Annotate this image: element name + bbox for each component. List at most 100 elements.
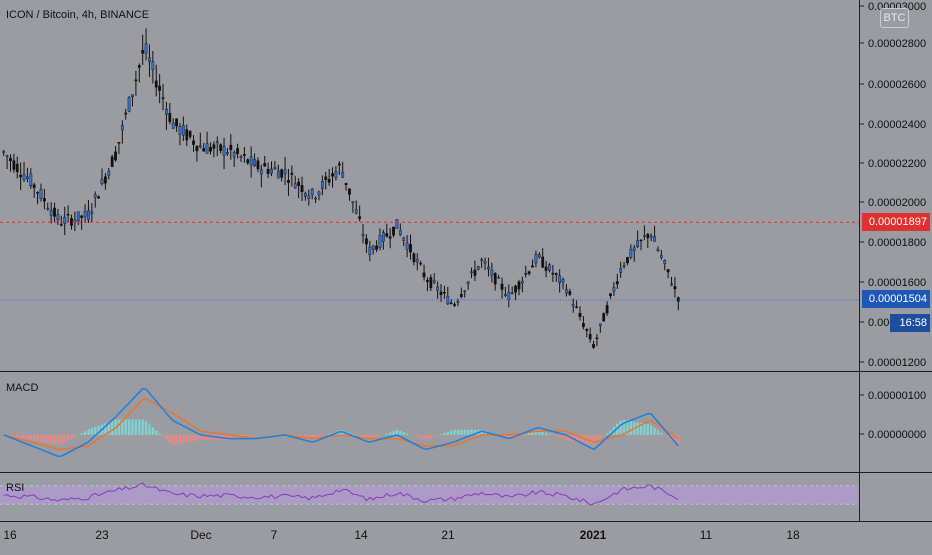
candle-body [371, 245, 375, 250]
candle-body [568, 291, 572, 295]
candle-body [195, 145, 199, 152]
candle-body [327, 179, 331, 183]
candle-body [154, 80, 158, 88]
candle-body [239, 156, 243, 158]
candle-body [22, 174, 26, 180]
candle-body [636, 240, 640, 248]
candle-body [90, 211, 94, 214]
candle-body [117, 141, 121, 144]
candle-body [378, 235, 382, 248]
candle-body [554, 273, 558, 275]
candle-body [588, 334, 592, 340]
candle-body [381, 232, 385, 242]
candle-body [487, 266, 490, 270]
candle-body [131, 94, 134, 98]
candle-body [615, 281, 619, 285]
candle-body [337, 163, 341, 166]
candle-body [483, 261, 487, 264]
candle-body [93, 194, 97, 198]
candle-body [53, 207, 56, 217]
candle-body [419, 262, 423, 265]
candle-body [348, 188, 351, 195]
candle-body [507, 291, 511, 300]
candle-body [36, 192, 39, 194]
candle-body [127, 97, 131, 112]
candle-body [19, 174, 23, 178]
candle-body [46, 208, 50, 210]
macd-line [3, 387, 679, 457]
rsi-line [3, 482, 679, 506]
candle-body [480, 259, 484, 261]
candle-body [571, 304, 575, 307]
candle-body [215, 141, 219, 143]
bar-countdown-tag: 16:58 [890, 314, 930, 332]
candle-body [385, 233, 389, 237]
candle-body [137, 65, 141, 68]
candle-body [304, 193, 307, 197]
candle-body [544, 266, 548, 271]
candle-body [314, 197, 317, 200]
candle-body [592, 344, 595, 348]
candle-body [134, 79, 138, 82]
candle-body [39, 189, 43, 199]
macd-axis-label: 0.00000000 [868, 429, 926, 441]
time-axis-label: 14 [354, 528, 368, 542]
price-axis-label: 0.00002000 [868, 197, 926, 209]
candle-body [453, 304, 456, 306]
candle-body [104, 176, 107, 184]
currency-unit-button[interactable]: BTC [880, 8, 909, 28]
price-axis-label: 0.00001800 [868, 237, 926, 249]
candle-body [575, 306, 578, 309]
candle-body [59, 224, 63, 226]
candle-body [436, 286, 440, 291]
candle-body [232, 152, 236, 158]
candle-body [531, 265, 534, 268]
candle-body [246, 159, 250, 164]
candle-body [500, 283, 504, 290]
candle-body [656, 248, 660, 251]
candle-body [266, 169, 270, 174]
candle-body [287, 179, 290, 183]
candle-body [317, 191, 321, 196]
candle-body [120, 125, 124, 131]
candle-body [124, 112, 128, 115]
candle-body [666, 269, 670, 273]
candle-body [443, 292, 446, 294]
candle-body [114, 151, 117, 161]
candle-body [63, 216, 67, 224]
candle-body [175, 118, 178, 127]
candle-body [56, 214, 60, 220]
candle-body [561, 279, 565, 283]
candle-body [649, 235, 653, 238]
candle-body [673, 286, 677, 290]
candle-body [161, 97, 165, 99]
candle-body [283, 169, 287, 174]
candle-body [158, 85, 162, 91]
candle-body [80, 215, 84, 219]
candle-body [595, 337, 599, 340]
candle-body [2, 151, 6, 153]
candle-body [676, 297, 680, 302]
candle-body [463, 290, 467, 293]
candle-body [663, 259, 667, 264]
candle-body [351, 201, 355, 204]
candle-body [253, 159, 256, 166]
candle-body [409, 244, 412, 253]
candle-body [415, 259, 419, 263]
candle-body [581, 323, 585, 328]
candle-body [585, 328, 589, 331]
candle-body [493, 272, 497, 285]
candle-body [497, 277, 501, 279]
candle-body [168, 113, 172, 122]
candle-body [242, 154, 246, 156]
candle-body [646, 233, 650, 239]
candle-body [144, 43, 148, 54]
candle-body [670, 283, 673, 286]
time-axis-label: 2021 [580, 528, 607, 542]
candle-body [537, 254, 541, 258]
candle-body [293, 183, 297, 189]
price-axis-label: 0.00002800 [868, 38, 926, 50]
candle-body [439, 291, 443, 295]
candle-body [5, 155, 9, 158]
